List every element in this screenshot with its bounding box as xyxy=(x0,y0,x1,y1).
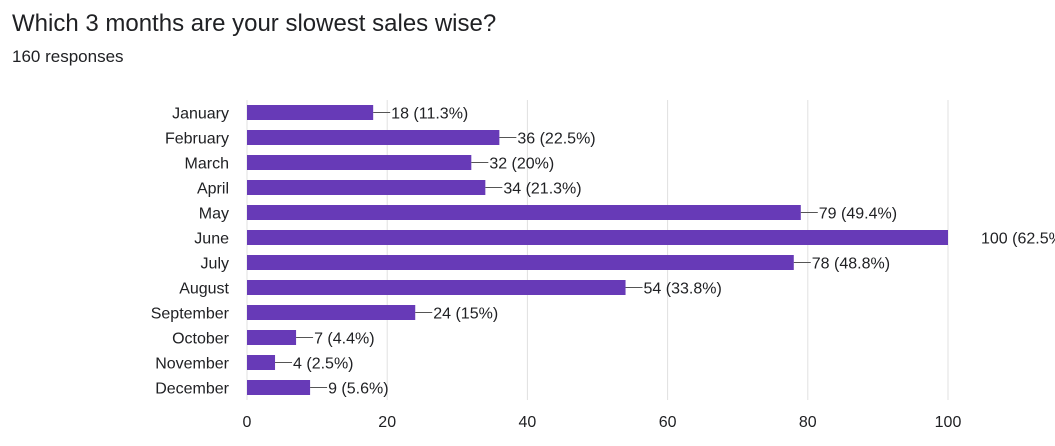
category-label: February xyxy=(165,131,229,148)
bar-may xyxy=(247,205,801,220)
bar-december xyxy=(247,380,311,395)
data-label: 9 (5.6%) xyxy=(328,381,388,398)
grid-lines xyxy=(246,100,949,400)
x-axis-ticks: 0 20 40 60 80 100 xyxy=(243,414,962,431)
bar-july xyxy=(247,255,794,270)
bars xyxy=(247,105,948,395)
x-tick-label: 100 xyxy=(935,414,962,431)
category-label: December xyxy=(155,381,229,398)
category-label: April xyxy=(197,181,229,198)
data-label: 79 (49.4%) xyxy=(819,206,897,223)
bar-august xyxy=(247,280,626,295)
data-label: 54 (33.8%) xyxy=(644,281,722,298)
data-label: 32 (20%) xyxy=(489,156,554,173)
data-label: 7 (4.4%) xyxy=(314,331,374,348)
bar-january xyxy=(247,105,374,120)
bar-april xyxy=(247,180,486,195)
category-label: June xyxy=(194,231,229,248)
bar-november xyxy=(247,355,276,370)
x-tick-label: 0 xyxy=(243,414,252,431)
data-label: 24 (15%) xyxy=(433,306,498,323)
bar-september xyxy=(247,305,416,320)
data-label: 18 (11.3%) xyxy=(391,106,468,123)
x-tick-label: 60 xyxy=(659,414,677,431)
data-label: 34 (21.3%) xyxy=(503,181,581,198)
category-label: November xyxy=(155,356,229,373)
x-tick-label: 80 xyxy=(799,414,817,431)
data-label: 4 (2.5%) xyxy=(293,356,353,373)
category-label: July xyxy=(201,256,229,273)
bar-october xyxy=(247,330,297,345)
bar-february xyxy=(247,130,500,145)
response-count: 160 responses xyxy=(12,47,124,66)
x-tick-label: 40 xyxy=(519,414,537,431)
category-label: August xyxy=(179,281,229,298)
category-label: January xyxy=(172,106,229,123)
chart-title: Which 3 months are your slowest sales wi… xyxy=(12,10,497,37)
category-label: March xyxy=(185,156,229,173)
data-labels: 18 (11.3%) 36 (22.5%) 32 (20%) 34 (21.3%) 79… xyxy=(275,106,1055,398)
category-label: September xyxy=(151,306,230,323)
bar-march xyxy=(247,155,472,170)
category-label: October xyxy=(172,331,230,348)
data-label: 36 (22.5%) xyxy=(517,131,595,148)
category-labels: January February March April May June July Augu… xyxy=(151,106,230,398)
data-label: 78 (48.8%) xyxy=(812,256,890,273)
x-tick-label: 20 xyxy=(378,414,396,431)
bar-june xyxy=(247,230,948,245)
data-label: 100 (62.5% xyxy=(981,231,1055,248)
category-label: May xyxy=(199,206,229,223)
